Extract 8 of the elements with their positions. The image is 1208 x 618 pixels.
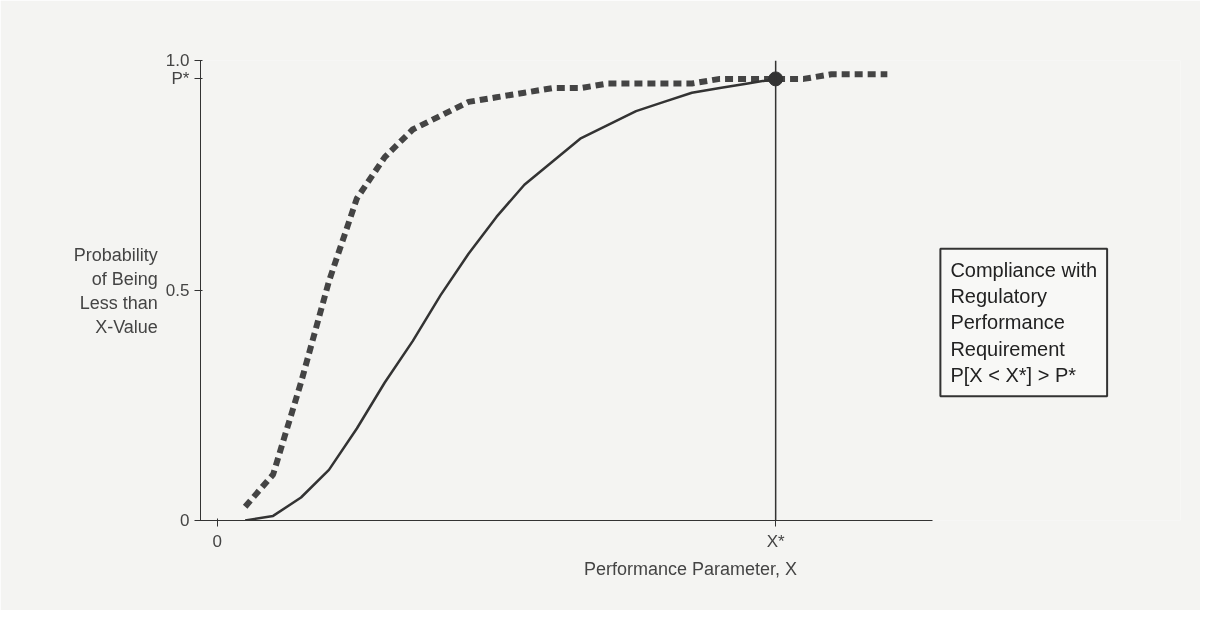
y-tick-label: 0.5 [165,281,190,300]
y-tick-label: 0 [180,511,190,530]
x-tick-label: X* [766,531,786,551]
x-axis-title: Performance Parameter, X [583,558,798,579]
y-axis-title: Probability of Being Less than X-Value [73,244,158,337]
text: Compliance with Regulatory Performance Requirement P[X < X*] > P* [950,258,1098,387]
y-tick-label: P* [171,69,190,89]
y-tick-label: 1.0 [165,51,190,70]
